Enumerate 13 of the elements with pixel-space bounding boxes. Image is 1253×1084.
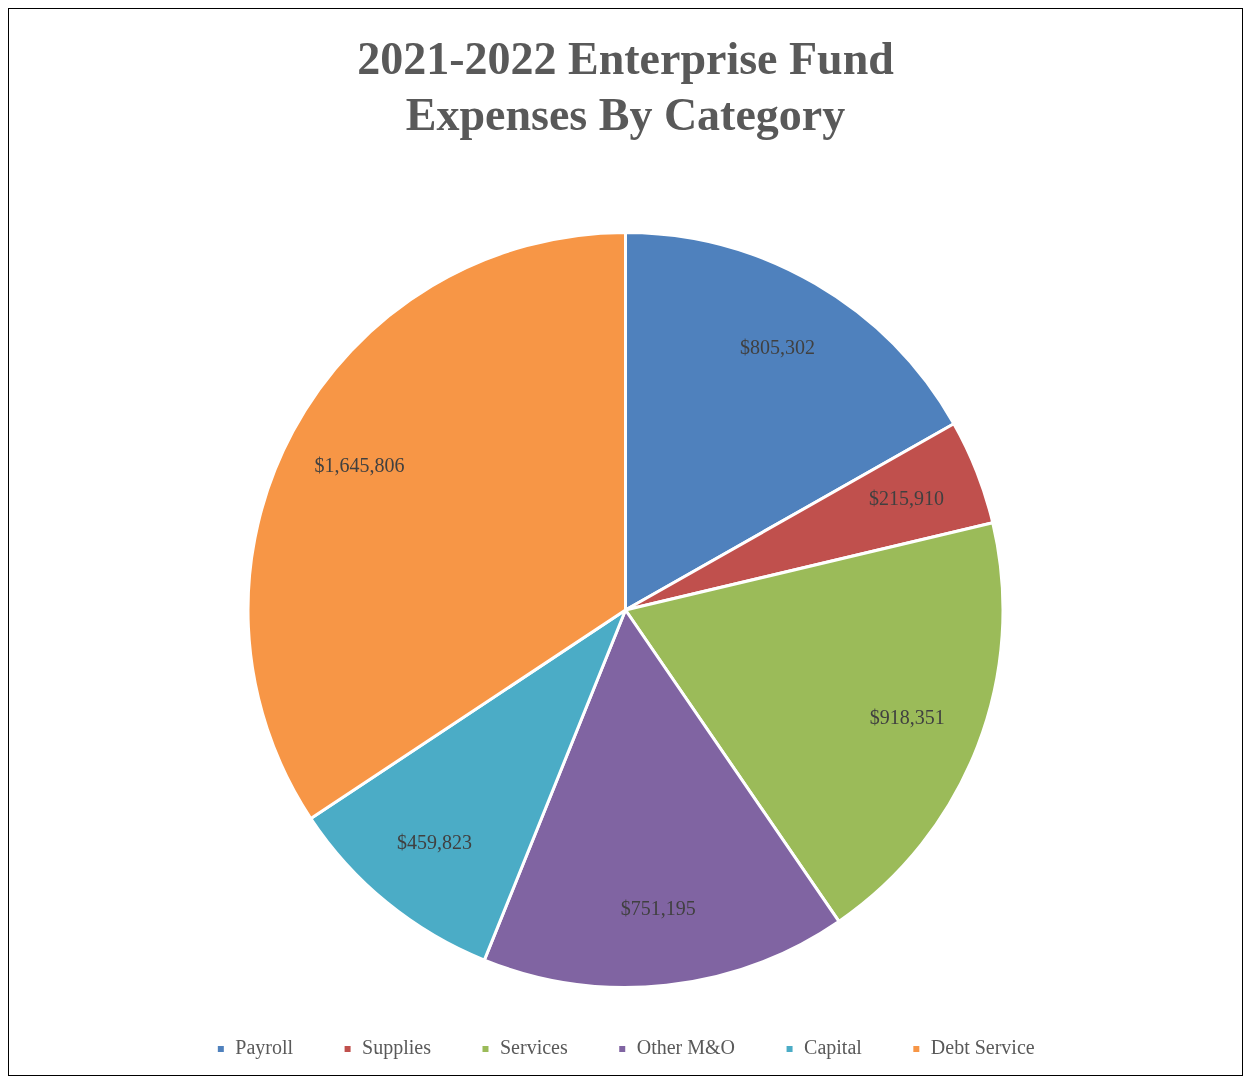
data-label: $1,645,806 xyxy=(314,454,405,477)
data-label: $215,910 xyxy=(869,486,945,509)
data-label: $918,351 xyxy=(869,706,945,729)
chart-title: 2021-2022 Enterprise Fund Expenses By Category xyxy=(356,32,895,142)
legend-label: Debt Service xyxy=(930,1036,1035,1059)
legend-label: Services xyxy=(499,1036,568,1059)
data-label: $459,823 xyxy=(397,831,473,854)
legend-label: Payroll xyxy=(235,1036,294,1060)
data-label: $751,195 xyxy=(620,897,696,920)
legend-label: Other M&O xyxy=(636,1036,736,1059)
data-label: $805,302 xyxy=(740,336,816,359)
legend-label: Capital xyxy=(804,1036,863,1060)
legend-label: Supplies xyxy=(362,1036,432,1060)
